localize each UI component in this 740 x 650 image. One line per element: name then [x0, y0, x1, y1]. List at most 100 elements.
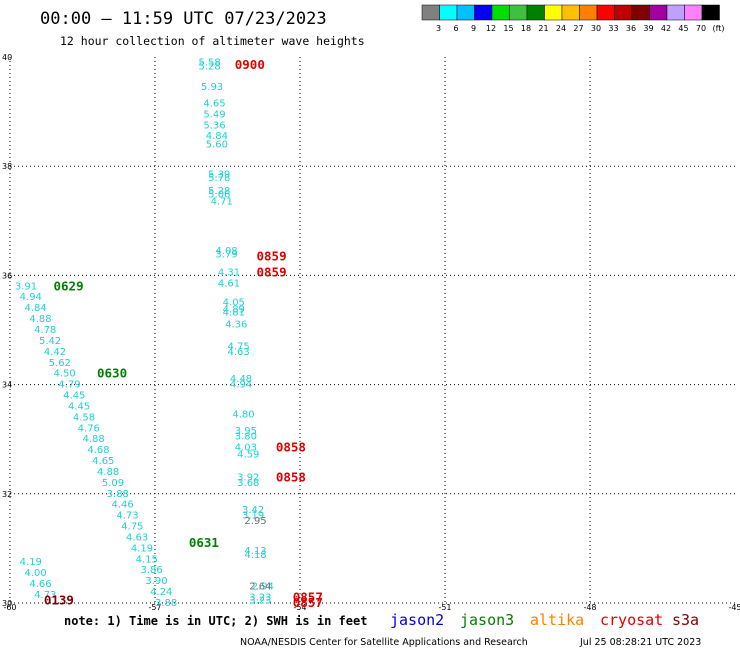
swh-value: 4.61 — [218, 279, 240, 290]
x-tick-label: -57 — [148, 603, 161, 612]
swh-points: 3.914.944.844.884.785.424.425.624.504.79… — [15, 57, 274, 609]
swh-value: 5.06 — [208, 190, 230, 201]
scale-swatch — [579, 4, 598, 21]
y-tick-label: 30 — [2, 599, 12, 608]
swh-value: 4.88 — [29, 314, 51, 325]
satellite-name: s3a — [672, 611, 699, 629]
y-tick-label: 34 — [2, 381, 12, 390]
swh-value: 4.45 — [68, 401, 90, 412]
x-tick-label: -54 — [293, 603, 306, 612]
y-tick-label: 40 — [2, 53, 12, 62]
swh-value: 3.19 — [242, 511, 264, 522]
swh-value: 4.05 — [223, 298, 245, 309]
scale-swatch — [596, 4, 615, 21]
swh-value: 4.48 — [230, 374, 252, 385]
satellite-name: jason2 — [390, 611, 444, 629]
scale-swatch — [421, 4, 440, 21]
swh-value: 4.75 — [228, 341, 250, 352]
swh-value: 4.65 — [203, 98, 225, 109]
swh-value: 4.81 — [223, 308, 245, 319]
swh-value: 4.13 — [244, 546, 266, 557]
pass-time-label: 0859 — [257, 265, 287, 280]
scale-label: (ft) — [712, 24, 724, 33]
pass-time-label: 0900 — [235, 57, 265, 72]
scale-label: 3 — [436, 24, 441, 33]
scale-label: 39 — [643, 24, 653, 33]
swh-value: 5.93 — [201, 82, 223, 93]
x-tick-label: -45 — [728, 603, 740, 612]
swh-value: 3.90 — [145, 576, 167, 587]
y-tick-label: 36 — [2, 271, 12, 280]
pass-time-label: 0630 — [97, 366, 127, 381]
pass-time-label: 0857 — [293, 595, 323, 610]
swh-value: 4.03 — [235, 442, 257, 453]
swh-value: 5.62 — [49, 358, 71, 369]
scale-label: 12 — [486, 24, 496, 33]
y-tick-label: 32 — [2, 490, 12, 499]
scale-label: 15 — [503, 24, 513, 33]
swh-value: 3.88 — [107, 489, 129, 500]
scale-label: 24 — [556, 24, 566, 33]
swh-value: 2.94 — [252, 582, 274, 593]
swh-value: 4.71 — [211, 197, 233, 208]
swh-value: 4.59 — [237, 449, 259, 460]
scale-label: 21 — [538, 24, 548, 33]
satellite-name: jason3 — [460, 611, 514, 629]
scale-swatch — [666, 4, 685, 21]
pass-time-label: 0857 — [293, 590, 323, 605]
swh-value: 3.95 — [235, 426, 257, 437]
swh-value: 3.80 — [235, 431, 257, 442]
axis-ticks: 40 38 36 34 32 30-60 -57 -54 -51 -48 -45 — [2, 53, 740, 612]
scale-label: 36 — [626, 24, 636, 33]
swh-value: 3.23 — [249, 595, 271, 606]
swh-value: 4.80 — [232, 410, 254, 421]
swh-value: 5.60 — [206, 139, 228, 150]
swh-value: 4.58 — [73, 412, 95, 423]
swh-value: 5.09 — [102, 478, 124, 489]
credit-right: Jul 25 08:28:21 UTC 2023 — [579, 637, 701, 648]
scale-label: 27 — [573, 24, 583, 33]
swh-value: 4.19 — [131, 543, 153, 554]
pass-time-label: 0859 — [257, 248, 287, 263]
x-tick-label: -60 — [3, 603, 16, 612]
swh-value: 5.39 — [208, 169, 230, 180]
swh-value: 4.76 — [78, 423, 100, 434]
swh-value: 5.36 — [203, 120, 225, 131]
swh-value: 4.89 — [223, 304, 245, 315]
swh-value: 4.08 — [215, 246, 237, 257]
scale-swatch — [614, 4, 633, 21]
scale-label: 70 — [696, 24, 706, 33]
swh-value: 3.23 — [249, 593, 271, 604]
swh-value: 4.46 — [112, 500, 134, 511]
swh-value: 4.84 — [206, 131, 228, 142]
swh-value: 5.58 — [199, 57, 221, 68]
swh-value: 4.94 — [20, 292, 42, 303]
credit-left: NOAA/NESDIS Center for Satellite Applica… — [240, 637, 528, 648]
scale-swatch — [456, 4, 475, 21]
pass-time-label: 0858 — [276, 469, 306, 484]
pass-time-label: 0139 — [44, 592, 74, 607]
swh-value: 3.79 — [215, 250, 237, 261]
swh-value: 3.42 — [242, 505, 264, 516]
scale-label: 30 — [591, 24, 601, 33]
scale-label: 6 — [453, 24, 458, 33]
scale-swatch — [649, 4, 668, 21]
swh-value: 5.42 — [39, 336, 61, 347]
swh-value: 4.88 — [83, 434, 105, 445]
scale-swatch — [631, 4, 650, 21]
swh-value: 2.95 — [244, 516, 266, 527]
swh-value: 4.42 — [44, 347, 66, 358]
swh-value: 3.88 — [155, 598, 177, 609]
x-tick-label: -51 — [438, 603, 451, 612]
swh-value: 4.50 — [54, 369, 76, 380]
swh-value: 5.78 — [208, 173, 230, 184]
scale-swatch — [701, 4, 720, 21]
scale-swatch — [491, 4, 510, 21]
scale-label: 18 — [521, 24, 531, 33]
swh-value: 4.84 — [25, 303, 47, 314]
swh-value: 4.24 — [150, 587, 172, 598]
color-scale: 3 6 9 12 15 18 21 24 27 30 33 36 39 42 45 70 (ft) — [421, 4, 725, 33]
satellite-name: cryosat — [600, 611, 663, 629]
scale-swatch — [509, 4, 528, 21]
